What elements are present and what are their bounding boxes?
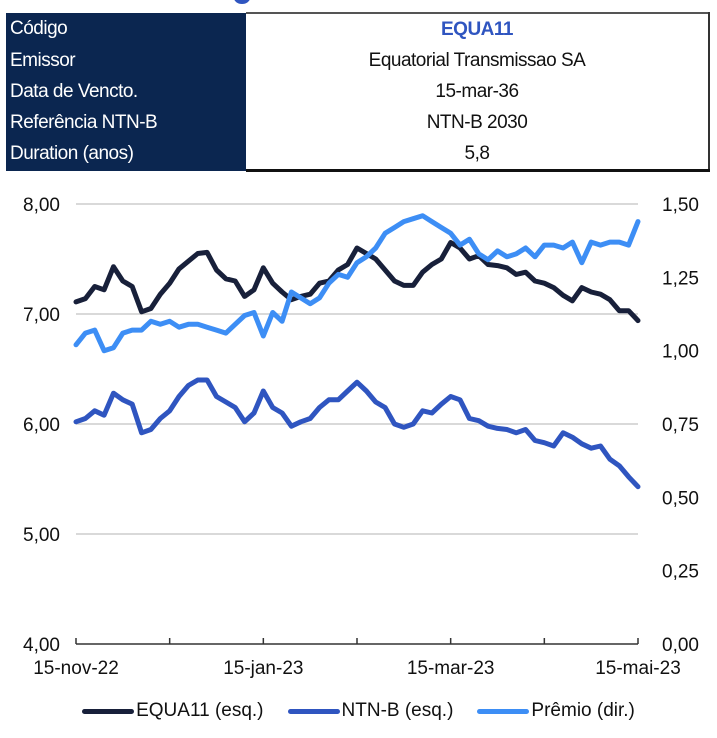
info-label: Referência NTN-B — [6, 107, 246, 138]
legend-label: NTN-B (esq.) — [341, 700, 454, 721]
info-value: EQUA11 — [246, 12, 710, 45]
legend-item-premio: Prêmio (dir.) — [477, 700, 635, 722]
x-tick-label: 15-jan-23 — [223, 658, 303, 679]
legend-label: EQUA11 (esq.) — [136, 700, 264, 721]
x-tick-label: 15-nov-22 — [33, 658, 119, 679]
series-lines — [73, 213, 641, 490]
gridlines — [76, 203, 638, 535]
info-label: Código — [6, 13, 246, 45]
legend-label: Prêmio (dir.) — [531, 700, 635, 721]
clipped-title-glyph — [234, 0, 250, 4]
y-right-tick-label: 0,75 — [662, 415, 699, 436]
x-tick-label: 15-mai-23 — [595, 658, 681, 679]
info-row-vencto: Data de Vencto. 15-mar-36 — [6, 76, 710, 107]
series-line-premio — [73, 213, 641, 354]
y-right-tick-label: 1,00 — [662, 342, 699, 363]
info-row-emissor: Emissor Equatorial Transmissao SA — [6, 45, 710, 76]
y-left-tick-label: 4,00 — [23, 635, 60, 656]
y-right-tick-label: 1,50 — [662, 195, 699, 216]
info-row-referencia: Referência NTN-B NTN-B 2030 — [6, 107, 710, 138]
y-right-tick-label: 1,25 — [662, 268, 699, 289]
legend-swatch — [82, 708, 135, 714]
info-value: 15-mar-36 — [246, 76, 710, 107]
info-label: Data de Vencto. — [6, 76, 246, 107]
series-line-ntnb — [73, 377, 641, 490]
legend-swatch — [287, 708, 340, 714]
info-row-duration: Duration (anos) 5,8 — [6, 138, 710, 172]
y-left-tick-label: 8,00 — [23, 195, 60, 216]
y-right-tick-label: 0,25 — [662, 562, 699, 583]
y-left-tick-label: 6,00 — [23, 415, 60, 436]
y-left-tick-label: 5,00 — [23, 525, 60, 546]
x-tick-label: 15-mar-23 — [407, 658, 495, 679]
info-row-codigo: Código EQUA11 — [6, 12, 710, 45]
y-right-tick-label: 0,50 — [662, 488, 699, 509]
y-left-tick-label: 7,00 — [23, 305, 60, 326]
legend-item-ntnb: NTN-B (esq.) — [287, 700, 454, 722]
legend: EQUA11 (esq.) NTN-B (esq.) Prêmio (dir.) — [0, 700, 717, 722]
y-right-tick-label: 0,00 — [662, 635, 699, 656]
y-axis-left: 4,00 5,00 6,00 7,00 8,00 — [23, 195, 60, 656]
bond-info-table: Código EQUA11 Emissor Equatorial Transmiss… — [6, 12, 710, 172]
legend-swatch — [477, 708, 530, 714]
info-label: Duration (anos) — [6, 138, 246, 171]
series-line-equa11 — [73, 240, 641, 324]
info-value: 5,8 — [246, 138, 710, 172]
info-value: NTN-B 2030 — [246, 107, 710, 138]
legend-item-equa11: EQUA11 (esq.) — [82, 700, 264, 722]
info-value: Equatorial Transmissao SA — [246, 45, 710, 76]
line-chart: 4,00 5,00 6,00 7,00 8,00 0,00 0,25 0,50 0,75 1,0… — [23, 195, 699, 679]
x-tick-labels: 15-nov-22 15-jan-23 15-mar-23 15-mai-23 — [33, 658, 681, 679]
info-label: Emissor — [6, 45, 246, 76]
y-axis-right: 0,00 0,25 0,50 0,75 1,00 1,25 1,50 — [662, 195, 699, 656]
x-axis — [75, 638, 639, 645]
